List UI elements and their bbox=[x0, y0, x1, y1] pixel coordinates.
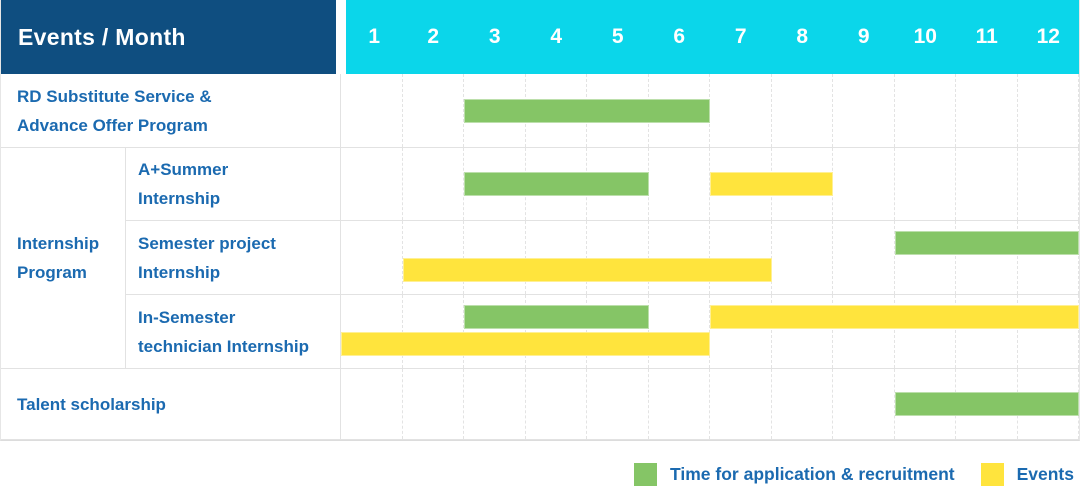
gantt-bar-application bbox=[894, 231, 1079, 255]
month-gridcell bbox=[341, 148, 403, 220]
month-gridcell bbox=[956, 221, 1018, 294]
month-header-11: 11 bbox=[956, 0, 1018, 74]
month-header-3: 3 bbox=[464, 0, 526, 74]
month-gridcell bbox=[403, 74, 464, 147]
month-gridcell bbox=[526, 221, 587, 294]
month-gridcell bbox=[772, 221, 833, 294]
month-gridcell bbox=[895, 74, 956, 147]
gantt-bar-event bbox=[710, 172, 833, 196]
month-gridcell bbox=[1018, 221, 1079, 294]
gantt-bar-application bbox=[464, 172, 649, 196]
month-header-6: 6 bbox=[648, 0, 710, 74]
row-timeline-in-semester-technician-internship bbox=[341, 295, 1079, 369]
gantt-bar-event bbox=[341, 332, 710, 356]
row-timeline-rd-substitute-service bbox=[341, 74, 1079, 148]
month-gridcell bbox=[710, 221, 772, 294]
events-color-swatch bbox=[980, 462, 1004, 486]
month-gridcell bbox=[833, 369, 895, 439]
month-gridcell bbox=[833, 74, 895, 147]
month-gridcell bbox=[895, 221, 956, 294]
month-gridcell bbox=[403, 148, 464, 220]
legend-label-application: Time for application & recruitment bbox=[670, 463, 955, 484]
application-color-swatch bbox=[634, 462, 658, 486]
legend: Time for application & recruitment Event… bbox=[0, 462, 1080, 486]
row-label-in-semester-technician-internship: In-Semester technician Internship bbox=[126, 295, 341, 369]
row-timeline-semester-project-internship bbox=[341, 221, 1079, 295]
header-events-month-cell: Events / Month bbox=[1, 0, 341, 74]
month-gridcell bbox=[464, 295, 526, 368]
month-gridcell bbox=[341, 369, 403, 439]
month-gridcell bbox=[403, 221, 464, 294]
month-gridcell bbox=[526, 369, 587, 439]
month-gridcell bbox=[403, 369, 464, 439]
gantt-schedule-table: Events / Month 1 2 3 4 5 6 7 8 9 10 11 1… bbox=[0, 0, 1080, 441]
row-timeline-a-plus-summer-internship bbox=[341, 148, 1079, 221]
month-gridcell bbox=[587, 295, 649, 368]
month-gridcell bbox=[833, 295, 895, 368]
month-header-5: 5 bbox=[587, 0, 649, 74]
month-gridcell bbox=[772, 295, 833, 368]
month-gridcell bbox=[833, 221, 895, 294]
month-gridcell bbox=[341, 221, 403, 294]
month-gridcell bbox=[649, 295, 710, 368]
month-gridcell bbox=[956, 295, 1018, 368]
group-label-internship-program: Internship Program bbox=[1, 148, 126, 369]
row-label-semester-project-internship: Semester project Internship bbox=[126, 221, 341, 295]
month-gridcell bbox=[710, 74, 772, 147]
month-gridcell bbox=[895, 295, 956, 368]
month-header-7: 7 bbox=[710, 0, 772, 74]
gantt-bar-event bbox=[710, 305, 1079, 329]
gantt-bar-application bbox=[464, 305, 649, 329]
month-gridcell bbox=[526, 295, 587, 368]
row-label-a-plus-summer-internship: A+Summer Internship bbox=[126, 148, 341, 221]
row-label-rd-substitute-service: RD Substitute Service & Advance Offer Pr… bbox=[1, 74, 341, 148]
month-gridcell bbox=[1018, 295, 1079, 368]
month-gridcell bbox=[403, 295, 464, 368]
gantt-bar-application bbox=[894, 392, 1079, 416]
gantt-bar-application bbox=[464, 98, 710, 123]
month-gridcell bbox=[956, 74, 1018, 147]
legend-item-application: Time for application & recruitment bbox=[634, 462, 955, 486]
month-header-1: 1 bbox=[341, 0, 403, 74]
month-gridcell bbox=[956, 148, 1018, 220]
month-header-9: 9 bbox=[833, 0, 895, 74]
legend-label-events: Events bbox=[1016, 463, 1074, 484]
month-header-4: 4 bbox=[525, 0, 587, 74]
gantt-bar-event bbox=[402, 258, 772, 282]
month-gridcell bbox=[772, 369, 833, 439]
month-gridcell bbox=[649, 369, 710, 439]
month-gridcell bbox=[833, 148, 895, 220]
row-timeline-talent-scholarship bbox=[341, 369, 1079, 440]
month-gridcell bbox=[710, 295, 772, 368]
month-gridcell bbox=[587, 369, 649, 439]
month-gridcell bbox=[587, 221, 649, 294]
month-gridcell bbox=[649, 148, 710, 220]
month-gridcell bbox=[1018, 74, 1079, 147]
month-gridcell bbox=[710, 369, 772, 439]
month-gridcell bbox=[772, 74, 833, 147]
month-header-12: 12 bbox=[1017, 0, 1079, 74]
month-gridcell bbox=[341, 295, 403, 368]
legend-item-events: Events bbox=[980, 462, 1074, 486]
month-gridcell bbox=[649, 221, 710, 294]
month-header-2: 2 bbox=[402, 0, 464, 74]
month-header-10: 10 bbox=[894, 0, 956, 74]
row-label-talent-scholarship: Talent scholarship bbox=[1, 369, 341, 440]
month-gridcell bbox=[895, 148, 956, 220]
month-header-8: 8 bbox=[771, 0, 833, 74]
month-gridcell bbox=[341, 74, 403, 147]
month-gridcell bbox=[464, 369, 526, 439]
month-gridcell bbox=[464, 221, 526, 294]
month-gridcell bbox=[1018, 148, 1079, 220]
